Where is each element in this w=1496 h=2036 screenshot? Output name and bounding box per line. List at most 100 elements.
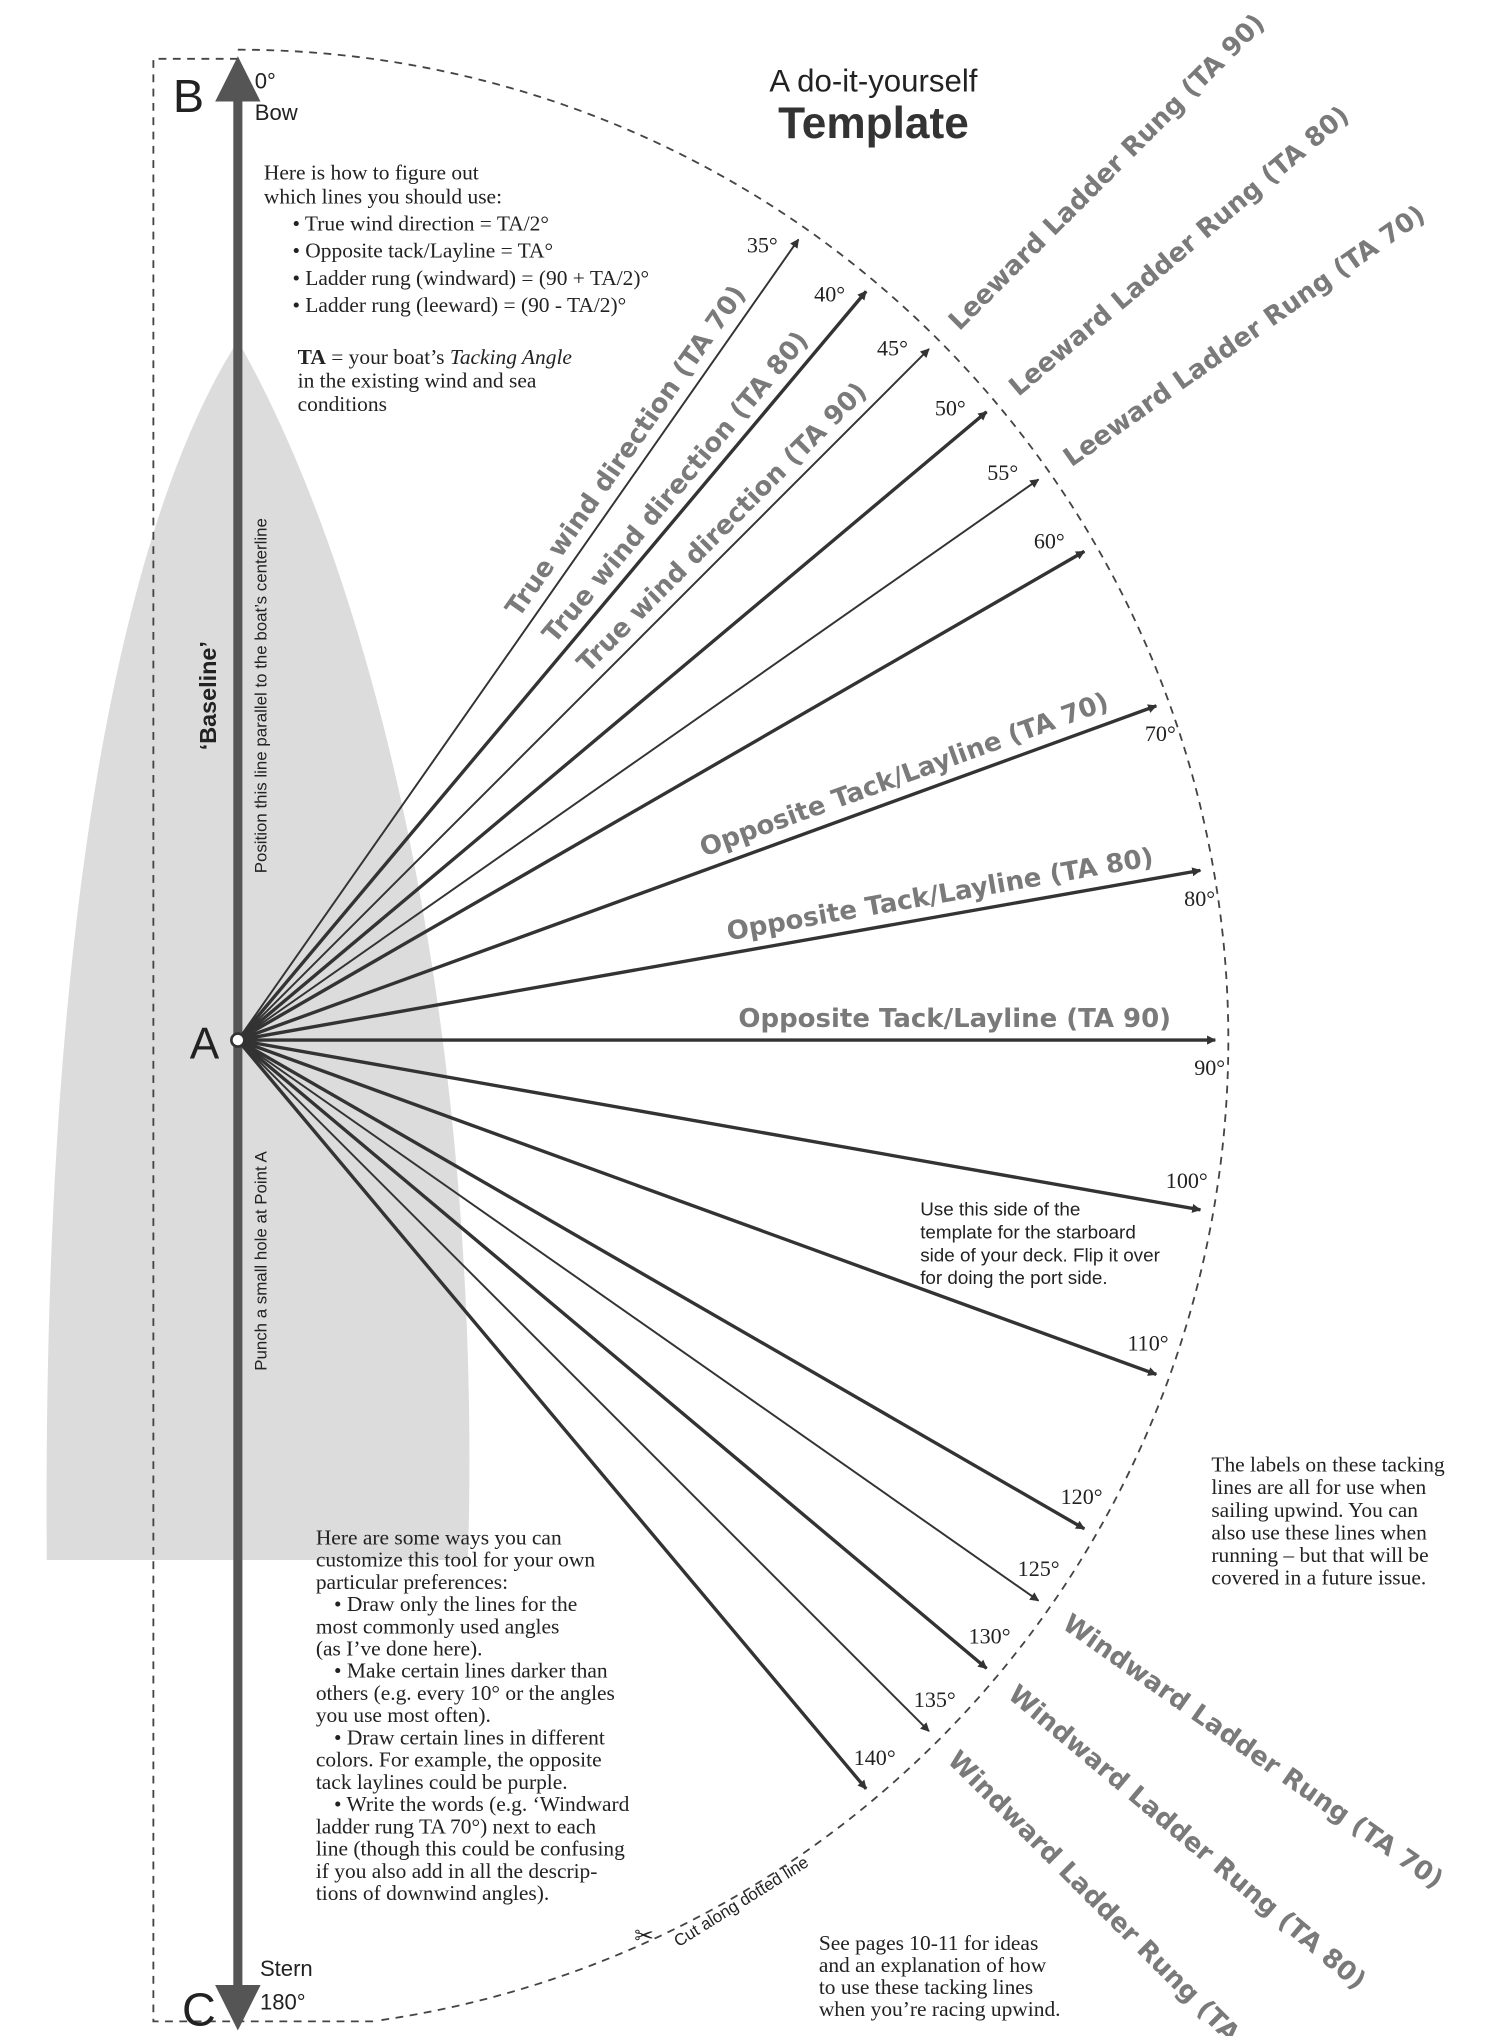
angle-label: 70° xyxy=(1145,721,1176,746)
upwind-note-line: lines are all for use when xyxy=(1211,1475,1426,1499)
tacking-line xyxy=(237,348,930,1041)
see-pages-line: to use these tacking lines xyxy=(819,1975,1033,1999)
angle-label: 130° xyxy=(969,1624,1011,1649)
line-caption: Windward Ladder Rung (TA 70) xyxy=(1057,1609,1448,1896)
cut-label: Cut along dotted line xyxy=(671,1853,812,1951)
customize-line: most commonly used angles xyxy=(316,1614,560,1638)
angle-label: 50° xyxy=(935,395,966,420)
line-caption: Windward Ladder Rung (TA 80) xyxy=(1002,1679,1371,1996)
tacking-line xyxy=(237,867,1202,1042)
ta-abbr: TA xyxy=(298,345,327,369)
customize-line: Here are some ways you can xyxy=(316,1525,562,1549)
point-a xyxy=(230,1032,246,1048)
customize-line: colors. For example, the opposite xyxy=(316,1748,602,1772)
line-caption: Opposite Tack/Layline (TA 70) xyxy=(696,687,1113,863)
upwind-note-line: The labels on these tacking xyxy=(1211,1453,1445,1477)
point-c: C xyxy=(182,1983,216,2035)
point-a-label: A xyxy=(190,1019,220,1068)
tacking-line xyxy=(237,238,800,1041)
cut-arc xyxy=(237,48,1230,2022)
tacking-line xyxy=(237,549,1086,1042)
upwind-note-line: sailing upwind. You can xyxy=(1211,1498,1418,1522)
instruction-bullet: • Ladder rung (windward) = (90 + TA/2)° xyxy=(292,266,649,290)
customize-line: tions of downwind angles). xyxy=(316,1881,549,1905)
angle-label: 80° xyxy=(1184,886,1215,911)
line-caption: Leeward Ladder Rung (TA 90) xyxy=(943,8,1271,336)
bow-angle: 0° xyxy=(255,69,276,94)
stern-label: Stern xyxy=(260,1956,313,1981)
customize-line: • Draw only the lines for the xyxy=(334,1592,577,1616)
instruction-line: Here is how to figure out xyxy=(264,161,479,185)
customize-line: if you also add in all the descrip- xyxy=(316,1859,598,1883)
upwind-note-line: running – but that will be xyxy=(1211,1543,1428,1567)
ta-definition: TA = your boat’s Tacking Angle xyxy=(298,345,573,369)
angle-label: 35° xyxy=(747,233,778,258)
tacking-line xyxy=(237,1038,1086,1531)
customize-line: ladder rung TA 70°) next to each xyxy=(316,1814,597,1838)
ta-text: = your boat’s xyxy=(326,345,450,369)
line-caption: Leeward Ladder Rung (TA 70) xyxy=(1058,200,1431,474)
instruction-line: conditions xyxy=(298,392,387,416)
angle-label: 100° xyxy=(1166,1168,1208,1193)
instruction-line: which lines you should use: xyxy=(264,185,502,209)
point-b: B xyxy=(173,70,204,122)
stern-angle: 180° xyxy=(260,1990,306,2015)
tacking-line xyxy=(237,1038,1158,1376)
tacking-line xyxy=(237,1038,1202,1213)
starboard-note-line: template for the starboard xyxy=(920,1221,1136,1242)
instruction-line: in the existing wind and sea xyxy=(298,369,537,393)
upwind-note-line: also use these lines when xyxy=(1211,1520,1427,1544)
tacking-line xyxy=(237,1039,1040,1602)
angle-label: 140° xyxy=(854,1745,896,1770)
tacking-line xyxy=(237,704,1158,1042)
customize-line: (as I’ve done here). xyxy=(316,1637,483,1661)
baseline-label: ‘Baseline’ xyxy=(195,641,221,750)
angle-label: 135° xyxy=(914,1687,956,1712)
upwind-note-line: covered in a future issue. xyxy=(1211,1566,1426,1590)
line-caption: Opposite Tack/Layline (TA 80) xyxy=(725,843,1156,948)
see-pages-line: and an explanation of how xyxy=(819,1953,1047,1977)
customize-line: customize this tool for your own xyxy=(316,1548,596,1572)
starboard-note-line: side of your deck. Flip it over xyxy=(920,1244,1160,1265)
ta-term: Tacking Angle xyxy=(450,345,573,369)
see-pages-line: when you’re racing upwind. xyxy=(819,1997,1061,2021)
customize-line: • Make certain lines darker than xyxy=(334,1659,608,1683)
angle-label: 90° xyxy=(1194,1055,1225,1080)
customize-line: particular preferences: xyxy=(316,1570,508,1594)
customize-line: you use most often). xyxy=(316,1703,491,1727)
instruction-bullet: • Opposite tack/Layline = TA° xyxy=(292,239,553,263)
see-pages-line: See pages 10-11 for ideas xyxy=(819,1931,1038,1955)
customize-line: tack laylines could be purple. xyxy=(316,1770,568,1794)
tacking-line xyxy=(236,290,868,1042)
baseline-note: Position this line parallel to the boat’… xyxy=(251,518,270,873)
tacking-line xyxy=(236,1039,868,1790)
cut-border xyxy=(152,57,376,2023)
tacking-line xyxy=(237,478,1040,1041)
starboard-note-line: for doing the port side. xyxy=(920,1267,1107,1288)
angle-label: 60° xyxy=(1034,529,1065,554)
customize-line: others (e.g. every 10° or the angles xyxy=(316,1681,615,1705)
angle-label: 110° xyxy=(1127,1331,1168,1356)
title-line1: A do-it-yourself xyxy=(769,63,977,98)
customize-line: • Write the words (e.g. ‘Windward xyxy=(334,1792,630,1816)
rays xyxy=(236,238,1217,1790)
angle-label: 120° xyxy=(1061,1484,1103,1509)
starboard-note-line: Use this side of the xyxy=(920,1199,1080,1220)
tacking-line xyxy=(236,1038,988,1670)
hole-note: Punch a small hole at Point A xyxy=(251,1151,270,1371)
line-caption: Leeward Ladder Rung (TA 80) xyxy=(1004,100,1356,402)
angle-label: 55° xyxy=(987,460,1018,485)
customize-line: line (though this could be confusing xyxy=(316,1837,625,1861)
bow-label: Bow xyxy=(255,100,298,125)
customize-line: • Draw certain lines in different xyxy=(334,1725,605,1749)
tacking-line xyxy=(236,410,988,1042)
title-line2: Template xyxy=(778,99,969,148)
tacking-line xyxy=(237,1039,930,1732)
scissors: ✂ xyxy=(634,1922,654,1948)
line-caption: Opposite Tack/Layline (TA 90) xyxy=(738,1004,1171,1034)
instruction-bullet: • Ladder rung (leeward) = (90 - TA/2)° xyxy=(292,293,626,317)
angle-label: 40° xyxy=(814,281,845,306)
angle-label: 125° xyxy=(1018,1556,1060,1581)
